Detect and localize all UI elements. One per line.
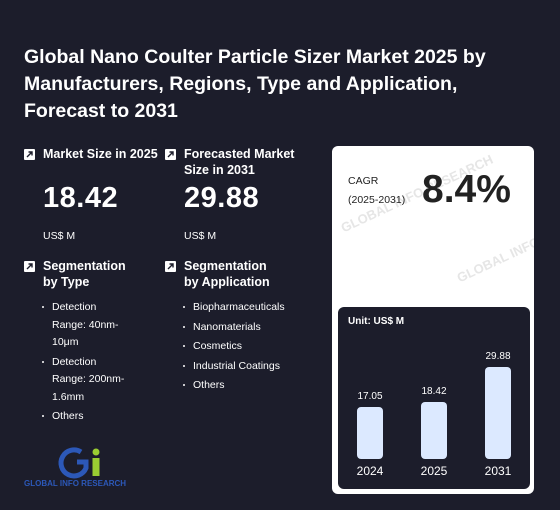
trend-arrow-icon (24, 261, 35, 272)
forecast-size-unit: US$ M (184, 230, 217, 242)
list-item: Others (182, 377, 285, 395)
logo-mark-icon (58, 447, 100, 479)
chart-bar-value-label: 29.88 (485, 351, 511, 362)
segmentation-application-section: Segmentation by Application Biopharmaceu… (165, 258, 325, 408)
chart-bar-2031 (485, 367, 511, 459)
segmentation-type-label: Segmentation by Type (43, 259, 126, 289)
chart-bar-value-label: 17.05 (357, 391, 383, 402)
list-item: Others (41, 408, 132, 426)
list-item: Industrial Coatings (182, 358, 285, 376)
segmentation-type-section: Segmentation by Type Detection Range: 40… (24, 258, 164, 438)
list-item: Cosmetics (182, 338, 285, 356)
company-logo: GLOBAL INFO RESEARCH (24, 446, 144, 490)
list-item: Biopharmaceuticals (182, 299, 285, 317)
forecast-size-label: Forecasted Market Size in 2031 (184, 147, 295, 177)
page-title: Global Nano Coulter Particle Sizer Marke… (24, 46, 486, 122)
trend-arrow-icon (165, 149, 176, 160)
chart-bar-value-label: 18.42 (421, 386, 447, 397)
list-item: Detection Range: 200nm-1.6mm (41, 354, 132, 407)
market-size-value: 18.42 (43, 182, 119, 214)
cagr-value: 8.4% (422, 168, 511, 211)
chart-unit-label: Unit: US$ M (348, 316, 405, 327)
market-size-unit: US$ M (43, 230, 76, 242)
cagr-card: GLOBAL INFO RESEARCH GLOBAL INFO RESEARC… (332, 146, 534, 494)
market-size-label: Market Size in 2025 (43, 147, 158, 161)
logo-text: GLOBAL INFO RESEARCH (24, 479, 127, 488)
chart-bar-2024 (357, 407, 383, 459)
market-size-chart: Unit: US$ M 17.05 2024 18.42 2025 29.88 2031 (338, 307, 530, 489)
chart-bar-2025 (421, 402, 447, 459)
chart-x-tick-label: 2031 (484, 464, 512, 478)
list-item: Detection Range: 40nm-10μm (41, 299, 132, 352)
segmentation-application-label: Segmentation by Application (184, 259, 270, 289)
cagr-label: CAGR (2025-2031) (348, 175, 406, 206)
forecast-size-value: 29.88 (184, 182, 260, 214)
chart-x-tick-label: 2024 (356, 464, 384, 478)
watermark: GLOBAL INFO RESEARCH (454, 202, 534, 286)
chart-x-tick-label: 2025 (420, 464, 448, 478)
forecast-size-metric: Forecasted Market Size in 2031 29.88 US$… (165, 146, 325, 246)
segmentation-application-list: Biopharmaceuticals Nanomaterials Cosmeti… (182, 299, 285, 397)
segmentation-type-list: Detection Range: 40nm-10μm Detection Ran… (41, 299, 132, 428)
list-item: Nanomaterials (182, 319, 285, 337)
trend-arrow-icon (165, 261, 176, 272)
trend-arrow-icon (24, 149, 35, 160)
market-size-metric: Market Size in 2025 18.42 US$ M (24, 146, 174, 246)
